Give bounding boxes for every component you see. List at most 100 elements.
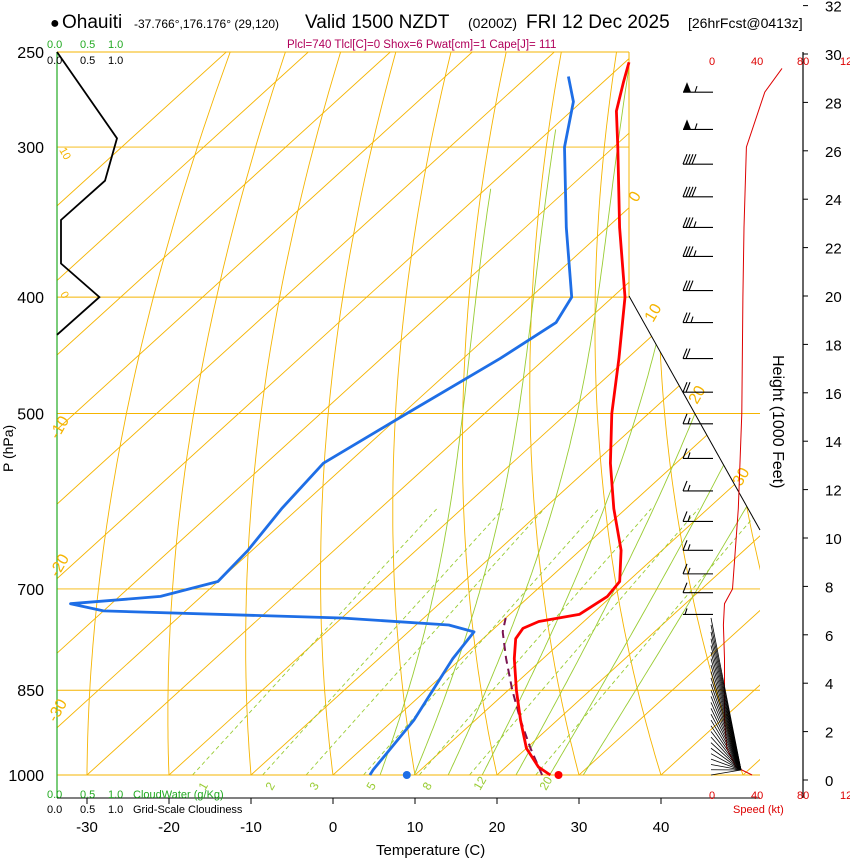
wind-barb-feather — [688, 217, 694, 228]
height-tick-label: 18 — [825, 337, 842, 354]
wind-speed-trace — [722, 68, 783, 776]
dry-adiabat-line — [594, 52, 670, 775]
pressure-tick-label: 700 — [17, 582, 44, 599]
wind-barb-feather — [682, 382, 688, 393]
mixing-ratio-label: 20 — [536, 774, 555, 793]
cloudiness-tick-top: 0.5 — [80, 55, 95, 67]
wind-barb-half-feather — [693, 221, 697, 228]
moist-adiabat-line — [468, 52, 706, 775]
wind-barb-feather — [685, 280, 691, 291]
dry-adiabat-line — [167, 52, 294, 775]
wind-barb-feather — [682, 582, 688, 593]
wind-barb — [682, 448, 713, 459]
wind-barb-feather — [685, 382, 691, 393]
wind-barb-feather — [682, 153, 688, 165]
wind-barb — [683, 82, 713, 93]
pressure-tick-label: 500 — [17, 407, 44, 424]
dry-adiabat-line — [657, 52, 753, 775]
wind-barb-half-feather — [687, 417, 691, 425]
low-level-barb-line — [710, 617, 742, 771]
mixing-ratio-label: 2 — [262, 779, 278, 792]
pressure-tick-label: 850 — [17, 683, 44, 700]
isotherm-line — [57, 52, 497, 775]
height-tick-label: 0 — [825, 773, 833, 790]
wind-barb-feather — [682, 540, 688, 551]
valid-utc: (0200Z) — [468, 15, 517, 31]
cloudiness-tick-top: 1.0 — [108, 55, 123, 67]
wind-barb-half-feather — [687, 484, 691, 492]
wind-barb-feather — [682, 448, 688, 459]
surface-dewpoint-marker — [402, 771, 411, 779]
wind-barb-feather — [682, 186, 688, 197]
height-tick-label: 8 — [825, 579, 833, 596]
isotherm-label: 10 — [642, 301, 666, 325]
cloudwater-tick-bottom: 1.0 — [108, 789, 123, 801]
height-tick-label: 10 — [825, 531, 842, 548]
wind-barb-feather — [685, 312, 691, 323]
wind-barb — [682, 382, 713, 393]
cloudiness-tick-top: 0.0 — [47, 55, 62, 67]
speed-tick-top: 0 — [709, 56, 715, 68]
isotherm-line — [57, 52, 760, 775]
wind-barb-feather — [685, 348, 691, 359]
cloudiness-tick-bottom: 0.0 — [47, 804, 62, 816]
wind-barb — [682, 413, 713, 425]
wind-barb-half-feather — [693, 250, 697, 257]
moist-adiabat-line — [370, 188, 492, 775]
low-level-barb-line — [710, 725, 742, 771]
pressure-tick-label: 300 — [17, 140, 44, 157]
height-slant-line — [628, 295, 761, 531]
height-tick-label: 30 — [825, 47, 842, 64]
wind-barb-half-feather — [694, 85, 698, 93]
mixing-ratio-label: 3 — [306, 779, 322, 792]
height-tick-label: 6 — [825, 628, 833, 645]
temperature-tick-label: 40 — [653, 819, 670, 836]
wind-barb-feather — [682, 246, 688, 257]
wind-barb-half-feather — [687, 515, 691, 522]
cloudiness-trace — [56, 51, 118, 336]
temperature-tick-label: 10 — [407, 819, 424, 836]
wind-barb-feather — [682, 480, 688, 492]
pressure-tick-label: 400 — [17, 290, 44, 307]
temperature-tick-label: -10 — [240, 819, 262, 836]
wind-barb-flag — [683, 119, 691, 130]
wind-barb-feather — [682, 217, 688, 228]
mixing-ratio-line — [363, 508, 600, 775]
moist-adiabat-line — [501, 52, 760, 775]
temperature-tick-label: -20 — [158, 819, 180, 836]
wind-barb-feather — [682, 563, 688, 575]
pressure-tick-label: 1000 — [8, 768, 44, 785]
wind-barb — [682, 312, 713, 324]
wind-barb — [682, 563, 713, 575]
temperature-tick-label: -30 — [76, 819, 98, 836]
cloudiness-tick-bottom: 0.5 — [80, 804, 95, 816]
forecast-run: [26hrFcst@0413z] — [688, 15, 803, 31]
surface-temperature-marker — [554, 771, 563, 779]
dry-adiabat-label: 10 — [56, 146, 73, 163]
isotherm-line — [57, 52, 415, 775]
chart-data-layer — [56, 51, 631, 779]
temperature-tick-label: 30 — [571, 819, 588, 836]
mixing-ratio-label: 8 — [419, 779, 435, 792]
isotherm-line — [57, 52, 579, 775]
wind-barb — [682, 480, 713, 492]
x-axis-title: Temperature (C) — [376, 842, 485, 859]
dewpoint-trace — [69, 76, 575, 776]
wind-barb — [683, 119, 713, 130]
height-tick-label: 32 — [825, 0, 842, 16]
wind-barb-feather — [685, 186, 691, 197]
moist-adiabat-line — [534, 52, 760, 775]
cloudwater-label: CloudWater (g/Kg) — [133, 789, 224, 801]
height-tick-label: 12 — [825, 483, 842, 500]
isotherm-line — [222, 52, 760, 775]
speed-tick-top: 40 — [751, 56, 763, 68]
height-tick-label: 4 — [825, 676, 833, 693]
low-level-barb-line — [710, 708, 742, 771]
height-tick-label: 20 — [825, 289, 842, 306]
valid-date: FRI 12 Dec 2025 — [526, 12, 670, 33]
moist-adiabat-line — [435, 62, 631, 775]
isotherm-line — [386, 52, 760, 775]
wind-barb-feather — [685, 153, 691, 165]
parcel-trace — [501, 617, 544, 776]
